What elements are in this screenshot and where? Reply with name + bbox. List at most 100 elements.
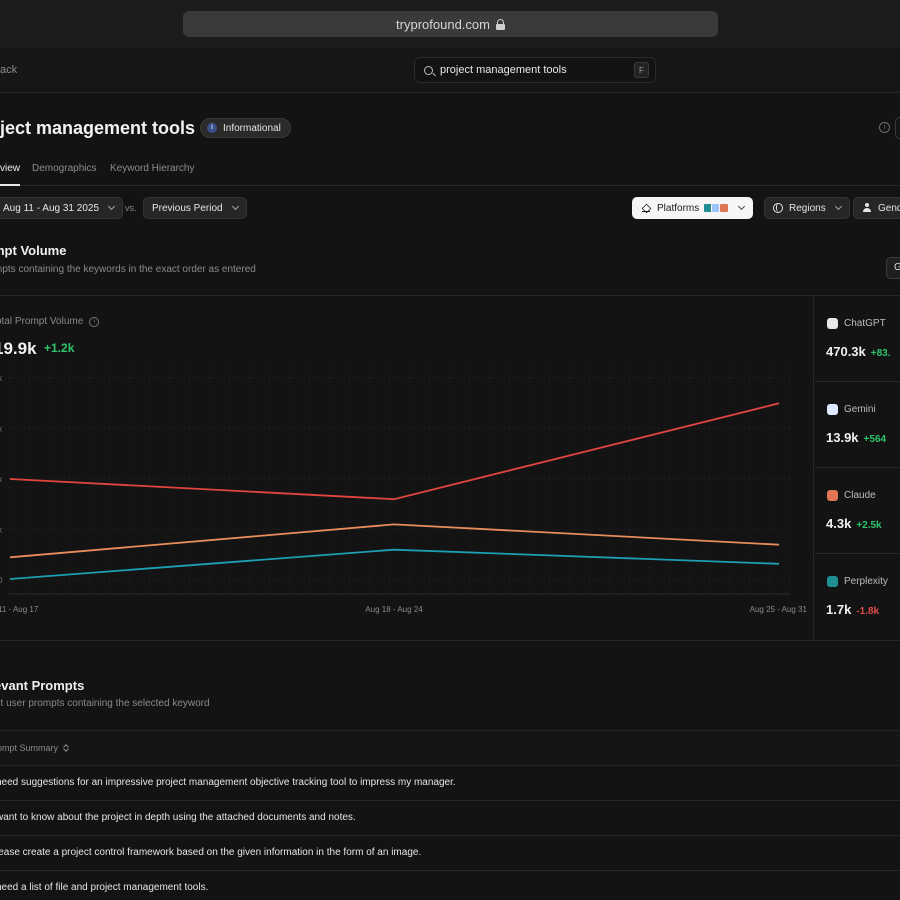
platform-volume-delta: +2.5k bbox=[856, 520, 882, 531]
search-value: project management tools bbox=[440, 64, 567, 76]
total-prompt-volume-label: otal Prompt Volume i bbox=[0, 316, 100, 327]
platforms-filter[interactable]: Platforms bbox=[632, 197, 754, 219]
prompts-table-header: rompt Summary bbox=[0, 730, 900, 766]
total-prompt-volume-value: 19.9k bbox=[0, 339, 37, 358]
platform-card[interactable]: ChatGPT 470.3k +83. bbox=[815, 296, 900, 382]
compare-period-select[interactable]: Previous Period bbox=[143, 197, 247, 219]
platform-volume: 4.3k +2.5k bbox=[826, 516, 882, 531]
search-input[interactable]: project management tools F bbox=[414, 57, 656, 83]
prompt-text: want to know about the project in depth … bbox=[0, 812, 356, 823]
platform-volume-value: 470.3k bbox=[826, 344, 866, 359]
prompt-volume-chart: k k k k 0 11 - Aug 17 Aug 18 - Aug 24 Aug 25 - … bbox=[0, 366, 808, 614]
prompt-row[interactable]: need suggestions for an impressive proje… bbox=[0, 766, 900, 801]
regions-filter[interactable]: Regions bbox=[764, 197, 850, 219]
platform-name: ChatGPT bbox=[844, 318, 886, 329]
total-prompt-volume-delta: +1.2k bbox=[44, 341, 75, 355]
relevant-prompts-subtitle: nt user prompts containing the selected … bbox=[0, 698, 210, 709]
info-icon: i bbox=[207, 123, 217, 133]
prompt-row[interactable]: need a list of file and project manageme… bbox=[0, 871, 900, 900]
prompt-row[interactable]: want to know about the project in depth … bbox=[0, 801, 900, 836]
url-text: tryprofound.com bbox=[396, 16, 490, 32]
info-icon[interactable]: i bbox=[89, 316, 100, 327]
chart-area: k k k k 0 11 - Aug 17 Aug 18 - Aug 24 Aug 25 - … bbox=[0, 296, 814, 641]
platform-volume-delta: +83. bbox=[870, 348, 891, 359]
prompt-text: need suggestions for an impressive proje… bbox=[0, 777, 456, 788]
vs-label: vs. bbox=[125, 203, 137, 213]
series-line-1 bbox=[9, 523, 780, 559]
x-tick-label: Aug 18 - Aug 24 bbox=[365, 605, 423, 614]
platform-name: Perplexity bbox=[844, 576, 888, 587]
gender-filter-label: Gend bbox=[878, 202, 900, 214]
platform-name: Gemini bbox=[844, 404, 876, 415]
help-icon[interactable]: i bbox=[879, 122, 890, 133]
chevron-down-icon bbox=[738, 202, 746, 211]
relevant-prompts-title: evant Prompts bbox=[0, 678, 85, 693]
y-tick-label: k bbox=[0, 425, 3, 434]
search-shortcut-key: F bbox=[634, 62, 649, 78]
intent-badge[interactable]: i Informational bbox=[200, 118, 291, 138]
url-bar[interactable]: tryprofound.com bbox=[183, 11, 718, 37]
platform-card-header: Gemini bbox=[827, 404, 876, 415]
layers-icon bbox=[641, 203, 651, 213]
active-tab-indicator bbox=[0, 184, 20, 186]
series-line-0 bbox=[9, 402, 780, 501]
globe-icon bbox=[773, 203, 783, 213]
app-header: ack project management tools F bbox=[0, 48, 900, 93]
platform-volume-value: 4.3k bbox=[826, 516, 852, 531]
platform-card[interactable]: Claude 4.3k +2.5k bbox=[815, 468, 900, 554]
title-action-button[interactable] bbox=[895, 117, 900, 139]
gemini-icon bbox=[827, 404, 838, 415]
y-tick-label: 0 bbox=[0, 576, 3, 585]
tab-overview[interactable]: view bbox=[0, 163, 21, 174]
x-tick-label: Aug 25 - Aug 31 bbox=[750, 605, 808, 614]
platform-card-header: Perplexity bbox=[827, 576, 888, 587]
chevron-down-icon bbox=[231, 202, 239, 211]
y-tick-label: k bbox=[0, 374, 3, 383]
browser-bar: tryprofound.com bbox=[0, 0, 900, 48]
x-tick-label: 11 - Aug 17 bbox=[0, 605, 39, 614]
tab-keyword-hierarchy[interactable]: Keyword Hierarchy bbox=[110, 163, 195, 174]
regions-filter-label: Regions bbox=[789, 202, 826, 214]
prompt-volume-panel: k k k k 0 11 - Aug 17 Aug 18 - Aug 24 Aug 25 - … bbox=[0, 295, 900, 641]
prompt-text: lease create a project control framework… bbox=[0, 847, 422, 858]
gender-filter[interactable]: Gend bbox=[853, 197, 900, 219]
prompt-volume-subtitle: mpts containing the keywords in the exac… bbox=[0, 264, 256, 275]
intent-badge-label: Informational bbox=[223, 122, 281, 134]
prompt-summary-header-label: rompt Summary bbox=[0, 743, 59, 753]
date-range-value: Aug 11 - Aug 31 2025 bbox=[3, 202, 100, 214]
compare-period-value: Previous Period bbox=[152, 202, 223, 214]
platform-icons-stack bbox=[703, 203, 730, 213]
platform-volume: 470.3k +83. bbox=[826, 344, 891, 359]
platforms-filter-label: Platforms bbox=[657, 202, 700, 214]
series-line-2 bbox=[9, 548, 780, 580]
granularity-button[interactable]: G bbox=[886, 257, 900, 279]
platform-card[interactable]: Perplexity 1.7k -1.8k bbox=[815, 554, 900, 640]
y-tick-label: k bbox=[0, 475, 3, 484]
chevron-down-icon bbox=[834, 202, 842, 211]
metric-label-text: otal Prompt Volume bbox=[0, 316, 84, 327]
date-range-select[interactable]: Aug 11 - Aug 31 2025 bbox=[0, 197, 124, 219]
prompt-row[interactable]: lease create a project control framework… bbox=[0, 836, 900, 871]
prompt-text: need a list of file and project manageme… bbox=[0, 882, 209, 893]
platform-volume-value: 13.9k bbox=[826, 430, 859, 445]
perplexity-icon bbox=[827, 576, 838, 587]
platform-volume: 13.9k +564 bbox=[826, 430, 886, 445]
user-icon bbox=[862, 203, 872, 213]
platform-card[interactable]: Gemini 13.9k +564 bbox=[815, 382, 900, 468]
platform-name: Claude bbox=[844, 490, 876, 501]
prompt-volume-title: mpt Volume bbox=[0, 243, 67, 258]
platform-volume-delta: -1.8k bbox=[856, 606, 880, 617]
platform-volume: 1.7k -1.8k bbox=[826, 602, 879, 617]
platform-volume-value: 1.7k bbox=[826, 602, 852, 617]
platform-card-header: ChatGPT bbox=[827, 318, 886, 329]
page-title: oject management tools bbox=[0, 118, 196, 138]
sort-icon bbox=[64, 744, 69, 752]
prompt-summary-column-header[interactable]: rompt Summary bbox=[0, 743, 69, 753]
lock-icon bbox=[495, 18, 505, 30]
platform-card-header: Claude bbox=[827, 490, 876, 501]
tab-demographics[interactable]: Demographics bbox=[32, 163, 97, 174]
chevron-down-icon bbox=[107, 202, 116, 211]
tab-bar: view Demographics Keyword Hierarchy bbox=[0, 160, 900, 186]
claude-icon bbox=[719, 203, 730, 213]
back-link[interactable]: ack bbox=[0, 64, 18, 76]
